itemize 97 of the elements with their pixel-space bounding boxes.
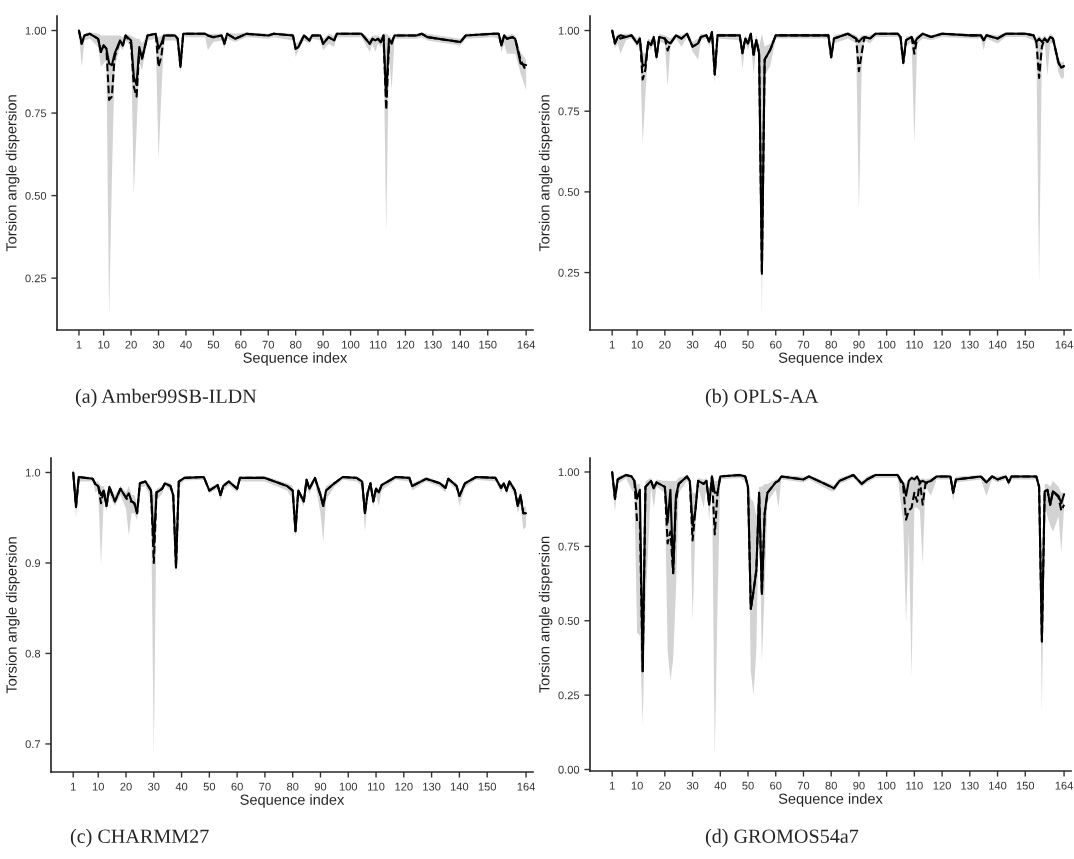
y-tick-label: 0.25	[558, 691, 580, 700]
x-tick-label: 40	[175, 782, 188, 791]
x-tick-label: 164	[1055, 340, 1074, 349]
x-tick-label: 90	[853, 340, 865, 349]
x-tick-label: 20	[659, 781, 671, 790]
x-tick-label: 30	[686, 340, 699, 349]
x-tick-label: 50	[742, 781, 754, 790]
x-tick-label: 40	[180, 340, 192, 349]
y-tick-label: 0.50	[558, 617, 580, 625]
x-tick-label: 1	[609, 340, 615, 349]
x-tick-label: 70	[259, 782, 271, 791]
x-tick-label: 50	[203, 782, 216, 791]
x-tick-label: 140	[989, 340, 1007, 349]
y-tick-label: 1.00	[558, 26, 580, 35]
x-tick-label: 40	[714, 340, 727, 349]
x-tick-label: 100	[339, 782, 358, 791]
x-tick-label: 1	[70, 782, 76, 791]
x-tick-label: 80	[287, 782, 299, 791]
x-tick-label: 60	[770, 340, 782, 349]
x-tick-label: 60	[235, 340, 247, 349]
y-axis-title: Torsion angle dispersion	[538, 95, 553, 252]
y-tick-label: 0.75	[558, 542, 580, 551]
y-tick-label: 1.00	[25, 26, 47, 35]
x-tick-label: 100	[878, 781, 896, 790]
x-tick-label: 1	[76, 340, 82, 349]
y-axis-title: Torsion angle dispersion	[538, 536, 553, 693]
y-tick-label: 1.00	[558, 468, 580, 477]
y-axis-title: Torsion angle dispersion	[5, 95, 20, 252]
y-tick-label: 1.0	[25, 468, 41, 477]
x-tick-label: 20	[659, 340, 671, 349]
x-tick-label: 140	[989, 781, 1007, 790]
x-tick-label: 1	[609, 781, 615, 790]
y-tick-label: 0.50	[25, 191, 47, 200]
x-tick-label: 40	[714, 781, 727, 790]
x-tick-label: 150	[1016, 340, 1035, 349]
x-tick-label: 164	[517, 782, 535, 791]
x-tick-label: 50	[207, 340, 220, 349]
y-tick-label: 0.75	[25, 109, 47, 118]
x-tick-label: 20	[120, 782, 132, 791]
x-tick-label: 110	[906, 340, 923, 349]
x-tick-label: 10	[631, 340, 643, 349]
x-tick-label: 120	[933, 340, 951, 349]
x-tick-label: 90	[317, 340, 329, 349]
x-tick-label: 120	[395, 782, 413, 791]
y-tick-label: 0.50	[558, 188, 580, 197]
x-axis-title: Sequence index	[243, 352, 348, 366]
x-tick-label: 90	[314, 782, 327, 791]
y-axis-title: Torsion angle dispersion	[5, 537, 20, 694]
x-tick-label: 90	[853, 781, 865, 790]
x-tick-label: 10	[92, 782, 104, 791]
x-axis-title: Sequence index	[240, 794, 345, 808]
x-tick-label: 30	[152, 340, 165, 349]
x-tick-label: 80	[825, 340, 837, 349]
x-tick-label: 130	[961, 781, 979, 790]
text: (c) CHARMM27	[70, 828, 209, 848]
x-tick-label: 110	[906, 781, 923, 790]
x-tick-label: 110	[369, 340, 387, 349]
y-tick-label: 0.7	[25, 740, 41, 749]
x-tick-label: 130	[424, 340, 442, 349]
x-tick-label: 80	[289, 340, 302, 349]
x-tick-label: 80	[825, 781, 837, 790]
x-tick-label: 150	[1016, 781, 1035, 790]
x-tick-label: 164	[517, 340, 536, 349]
x-tick-label: 30	[148, 782, 160, 791]
x-tick-label: 100	[878, 340, 896, 349]
x-tick-label: 70	[262, 340, 274, 349]
x-tick-label: 140	[450, 782, 469, 791]
x-tick-label: 20	[125, 340, 137, 349]
x-tick-label: 120	[397, 340, 415, 349]
x-tick-label: 60	[770, 781, 782, 790]
x-axis-title: Sequence index	[778, 793, 883, 807]
x-tick-label: 10	[98, 340, 110, 349]
x-tick-label: 70	[797, 781, 810, 790]
y-tick-label: 0.00	[558, 765, 580, 774]
x-tick-label: 150	[478, 782, 496, 791]
x-tick-label: 30	[686, 781, 699, 790]
y-tick-label: 0.25	[25, 274, 47, 283]
text: (a) Amber99SB-ILDN	[75, 388, 257, 408]
x-axis-title: Sequence index	[778, 352, 883, 366]
x-tick-label: 70	[797, 340, 810, 349]
y-tick-label: 0.75	[558, 107, 580, 116]
x-tick-label: 150	[479, 340, 497, 349]
x-tick-label: 130	[961, 340, 979, 349]
text: (b) OPLS-AA	[705, 388, 819, 408]
x-tick-label: 130	[423, 782, 441, 791]
x-tick-label: 110	[368, 782, 385, 791]
y-tick-label: 0.9	[25, 559, 41, 568]
x-tick-label: 60	[231, 782, 243, 791]
text: (d) GROMOS54a7	[705, 828, 859, 848]
x-tick-label: 100	[342, 340, 360, 349]
y-tick-label: 0.8	[25, 649, 41, 658]
x-tick-label: 10	[631, 781, 643, 790]
x-tick-label: 120	[933, 781, 951, 790]
y-tick-label: 0.25	[558, 268, 580, 277]
x-tick-label: 164	[1055, 781, 1074, 790]
x-tick-label: 50	[742, 340, 754, 349]
x-tick-label: 140	[451, 340, 470, 349]
